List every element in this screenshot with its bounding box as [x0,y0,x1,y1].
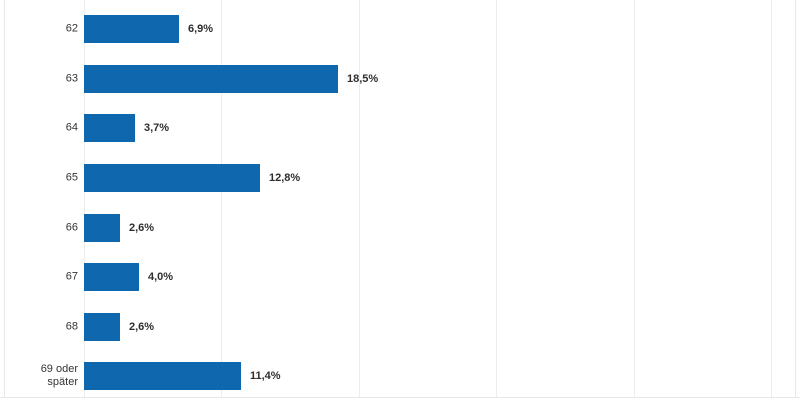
category-label: 65 [65,171,78,184]
gridline-0pct [84,0,85,397]
gridline-10pct [221,0,222,397]
value-label: 4,0% [148,271,174,284]
value-label: 2,6% [129,320,155,333]
value-label: 11,4% [250,370,281,383]
gridline-20pct [359,0,360,397]
bar [84,64,338,93]
value-label: 2,6% [129,221,155,234]
category-label: 67 [65,270,78,283]
bar [84,163,260,192]
frame-right-border [795,0,796,397]
category-label: 68 [65,320,78,333]
bar [84,362,241,391]
frame-left-border [4,0,5,397]
gridline-50pct [771,0,772,397]
bar [84,213,120,242]
value-label: 12,8% [269,171,301,184]
bar [84,15,179,43]
category-label: 69 oder später [40,363,78,389]
value-label: 18,5% [347,72,379,85]
category-label: 64 [65,121,78,134]
bar [84,312,120,341]
bar [84,263,139,292]
category-label: 66 [65,221,78,234]
gridline-30pct [496,0,497,397]
frame-bottom-border [0,397,800,398]
gridline-40pct [634,0,635,397]
category-label: 63 [65,72,78,85]
value-label: 6,9% [188,23,214,35]
category-label: 62 [65,22,78,35]
value-label: 3,7% [144,122,170,135]
bar [84,114,135,143]
